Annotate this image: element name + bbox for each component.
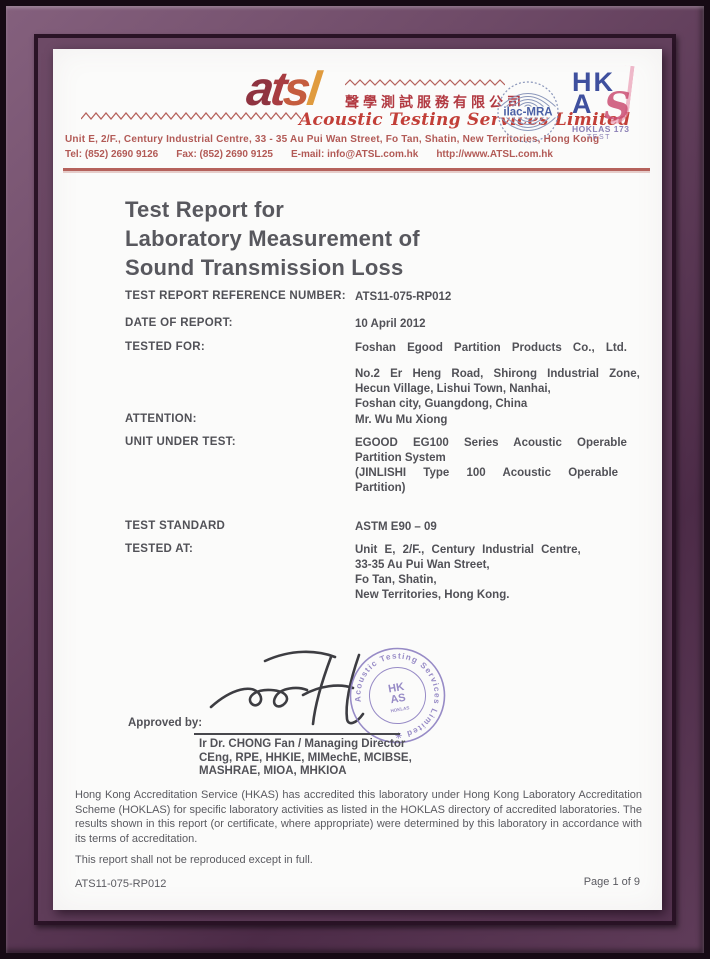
field-value: Mr. Wu Mu Xiong <box>355 414 448 426</box>
address-line: Foshan city, Guangdong, China <box>355 398 528 410</box>
stamp-center-hoklas: HOKLAS <box>390 705 410 713</box>
signature <box>209 650 365 726</box>
header-divider-rule <box>63 168 650 171</box>
field-value-lines: EGOOD EG100 Series Acoustic Operable Par… <box>355 436 659 496</box>
address-line: No.2 Er Heng Road, Shirong Industrial Zo… <box>355 368 640 380</box>
stamp-center-as: AS <box>390 692 407 706</box>
approved-by-label: Approved by: <box>128 717 203 729</box>
unit-line: Partition System <box>355 452 446 464</box>
report-page: atsl 聲學測試服務有限公司 Acoustic Testing Service… <box>53 49 662 910</box>
ilac-mra-logo: ilac-MRA <box>497 81 559 143</box>
address-line: Hecun Village, Lishui Town, Nanhai, <box>355 383 551 395</box>
page-number: Page 1 of 9 <box>583 876 640 888</box>
hkas-pink-s-icon: S <box>604 84 631 128</box>
field-value: Foshan Egood Partition Products Co., Ltd… <box>355 342 627 354</box>
hkas-letters-a: A <box>572 89 594 119</box>
field-label: DATE OF REPORT: <box>125 317 233 329</box>
signature-line <box>194 733 400 735</box>
tested-at-line: Unit E, 2/F., Century Industrial Centre, <box>355 544 581 556</box>
report-title-line-1: Test Report for <box>125 197 285 222</box>
header-contacts: Tel: (852) 2690 9126 Fax: (852) 2690 912… <box>65 149 553 160</box>
tested-at-line: 33-35 Au Pui Wan Street, <box>355 559 490 571</box>
header-tel: Tel: (852) 2690 9126 <box>65 149 159 160</box>
stamp-center-hk: HK <box>387 681 405 696</box>
header-website: http://www.ATSL.com.hk <box>436 149 553 160</box>
approver-details: Ir Dr. CHONG Fan / Managing Director CEn… <box>199 738 412 779</box>
tested-at-line: Fo Tan, Shatin, <box>355 574 437 586</box>
company-stamp: Acoustic Testing Services Limited ✳ HK A… <box>346 644 448 746</box>
tested-at-line: New Territories, Hong Kong. <box>355 589 510 601</box>
chinese-company-name: 聲學測試服務有限公司 <box>345 94 525 110</box>
hkas-logo: HK A S HOKLAS 173 TEST <box>572 64 652 141</box>
report-number-footer: ATS11-075-RP012 <box>75 878 167 890</box>
approver-name: Ir Dr. CHONG Fan / Managing Director <box>199 738 406 750</box>
field-label: UNIT UNDER TEST: <box>125 436 236 448</box>
hoklas-accreditation-label: HOKLAS 173 <box>572 124 630 134</box>
approver-qualifications-2: MASHRAE, MIOA, MHKIOA <box>199 765 347 777</box>
field-value: ASTM E90 – 09 <box>355 521 437 533</box>
accreditation-statement: Hong Kong Accreditation Service (HKAS) h… <box>75 789 642 845</box>
field-value: ATS11-075-RP012 <box>355 291 452 303</box>
ilac-mra-label: ilac-MRA <box>503 107 552 119</box>
field-value: 10 April 2012 <box>355 318 426 330</box>
reproduction-note: This report shall not be reproduced exce… <box>75 854 313 866</box>
field-label: TEST REPORT REFERENCE NUMBER: <box>125 290 346 302</box>
report-title-line-3: Sound Transmission Loss <box>125 255 404 280</box>
report-title-line-2: Laboratory Measurement of <box>125 226 420 251</box>
unit-line: EGOOD EG100 Series Acoustic Operable <box>355 437 627 449</box>
field-label: TEST STANDARD <box>125 520 226 532</box>
hkas-letters-hk: HK <box>572 67 615 97</box>
hoklas-test-label: TEST <box>587 134 611 141</box>
field-label: TESTED FOR: <box>125 341 205 353</box>
field-label: ATTENTION: <box>125 413 197 425</box>
unit-line: Partition) <box>355 482 406 494</box>
zigzag-wave-right-decoration <box>345 79 505 86</box>
report-title: Test Report for Laboratory Measurement o… <box>125 195 420 282</box>
header-address: Unit E, 2/F., Century Industrial Centre,… <box>65 134 600 145</box>
header-fax: Fax: (852) 2690 9125 <box>176 149 273 160</box>
unit-line: (JINLISHI Type 100 Acoustic Operable <box>355 467 619 479</box>
field-label: TESTED AT: <box>125 543 194 555</box>
approver-qualifications-1: CEng, RPE, HHKIE, MIMechE, MCIBSE, <box>199 751 412 764</box>
header-email: E-mail: info@ATSL.com.hk <box>290 149 419 160</box>
atsl-logo: atsl <box>244 63 321 116</box>
field-value-lines: No.2 Er Heng Road, Shirong Industrial Zo… <box>355 367 659 412</box>
zigzag-wave-left-decoration <box>81 111 302 121</box>
field-value-lines: Unit E, 2/F., Century Industrial Centre,… <box>355 543 659 603</box>
